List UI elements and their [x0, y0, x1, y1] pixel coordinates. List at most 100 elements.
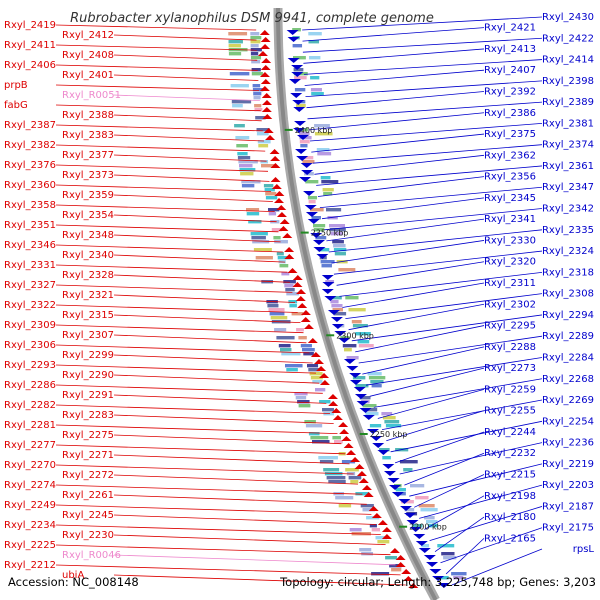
- right-gene-label: Rxyl_2180: [484, 512, 536, 523]
- left-leader-line: [55, 324, 304, 334]
- left-gene-label: Rxyl_2377: [62, 150, 114, 161]
- gene-arrow-down: [389, 485, 402, 490]
- feature-block: [313, 224, 326, 228]
- left-leader-line: [113, 314, 301, 323]
- left-leader-line: [113, 414, 334, 424]
- left-gene-label: Rxyl_2271: [62, 450, 114, 461]
- gene-arrow-up: [273, 198, 284, 203]
- right-leader-line: [358, 335, 543, 364]
- right-leader-line: [331, 240, 485, 264]
- left-leader-line: [55, 124, 263, 132]
- feature-block: [329, 228, 346, 232]
- gene-arrow-down: [300, 163, 313, 168]
- left-gene-label: Rxyl_2293: [4, 360, 56, 371]
- right-gene-label: Rxyl_2320: [484, 257, 536, 268]
- left-leader-line: [113, 74, 259, 81]
- left-gene-label: Rxyl_2327: [4, 280, 56, 291]
- feature-block: [267, 304, 279, 308]
- gene-arrow-down: [322, 282, 335, 287]
- feature-block: [382, 416, 396, 420]
- feature-block: [315, 236, 327, 240]
- feature-block: [276, 252, 284, 256]
- feature-block: [323, 468, 340, 472]
- gene-arrow-down: [400, 506, 413, 511]
- feature-block: [251, 60, 261, 64]
- left-leader-line: [55, 404, 331, 414]
- left-gene-label: fabG: [4, 100, 28, 111]
- gene-arrow-up: [276, 212, 287, 217]
- feature-block: [352, 324, 368, 328]
- gene-arrow-up: [395, 562, 406, 567]
- gene-arrow-up: [292, 282, 303, 287]
- left-gene-label: Rxyl_2291: [62, 390, 114, 401]
- gene-arrow-down: [304, 205, 317, 210]
- kbp-label: 2250 kbp: [370, 430, 408, 439]
- feature-block: [333, 248, 347, 252]
- left-leader-line: [113, 274, 290, 283]
- right-gene-label: Rxyl_2203: [542, 480, 594, 491]
- feature-block: [237, 152, 248, 156]
- feature-block: [371, 528, 381, 532]
- left-leader-line: [55, 44, 257, 51]
- gene-arrow-down: [294, 121, 307, 126]
- left-gene-label: Rxyl_2340: [62, 250, 114, 261]
- feature-block: [240, 172, 254, 176]
- feature-block: [319, 460, 334, 464]
- right-gene-label: Rxyl_2215: [484, 470, 536, 481]
- gene-arrow-down: [354, 394, 367, 399]
- feature-block: [362, 508, 375, 512]
- feature-block: [316, 148, 330, 152]
- feature-block: [297, 400, 310, 404]
- left-gene-label: Rxyl_2309: [4, 320, 56, 331]
- feature-block: [252, 88, 264, 92]
- gene-arrow-up: [319, 380, 330, 385]
- feature-block: [411, 524, 423, 528]
- right-leader-line: [303, 48, 485, 64]
- feature-block: [385, 424, 402, 428]
- feature-block: [246, 208, 260, 212]
- right-leader-line: [302, 37, 543, 53]
- feature-block: [441, 552, 455, 556]
- left-leader-line: [55, 524, 381, 535]
- right-leader-line: [434, 516, 485, 553]
- feature-block: [300, 144, 308, 148]
- feature-block: [271, 228, 283, 232]
- gene-arrow-down: [321, 275, 334, 280]
- right-gene-label: Rxyl_2407: [484, 65, 536, 76]
- feature-block: [351, 320, 362, 324]
- feature-block: [281, 272, 290, 276]
- gene-arrow-down: [299, 177, 312, 182]
- gene-arrow-up: [408, 583, 419, 588]
- feature-block: [298, 128, 309, 132]
- feature-block: [375, 536, 388, 540]
- gene-arrow-down: [287, 37, 300, 42]
- gene-arrow-up: [297, 303, 308, 308]
- feature-block: [299, 140, 310, 144]
- left-gene-label: Rxyl_2322: [4, 300, 56, 311]
- gene-arrow-up: [271, 184, 282, 189]
- feature-block: [360, 504, 374, 508]
- feature-block: [322, 408, 334, 412]
- gene-arrow-up: [343, 443, 354, 448]
- left-gene-label: Rxyl_2328: [62, 270, 114, 281]
- gene-arrow-down: [287, 58, 300, 63]
- gene-arrow-down: [432, 576, 445, 581]
- right-gene-label: Rxyl_2273: [484, 363, 536, 374]
- left-leader-line: [113, 454, 350, 465]
- right-gene-label: Rxyl_2268: [542, 374, 594, 385]
- feature-block: [311, 216, 321, 220]
- gene-arrow-up: [261, 93, 272, 98]
- right-leader-line: [445, 538, 485, 575]
- left-gene-label: Rxyl_2346: [4, 240, 56, 251]
- gene-arrow-down: [406, 520, 419, 525]
- gene-arrow-down: [437, 583, 450, 588]
- right-gene-label: Rxyl_2198: [484, 491, 536, 502]
- gene-arrows: [257, 30, 450, 588]
- right-gene-label: Rxyl_2295: [484, 321, 536, 332]
- backbone-layer: [273, 8, 440, 600]
- feature-block: [391, 568, 402, 572]
- left-leader-line: [55, 64, 258, 71]
- left-gene-label: Rxyl_2225: [4, 540, 56, 551]
- feature-block: [293, 56, 306, 60]
- gene-arrow-up: [307, 338, 318, 343]
